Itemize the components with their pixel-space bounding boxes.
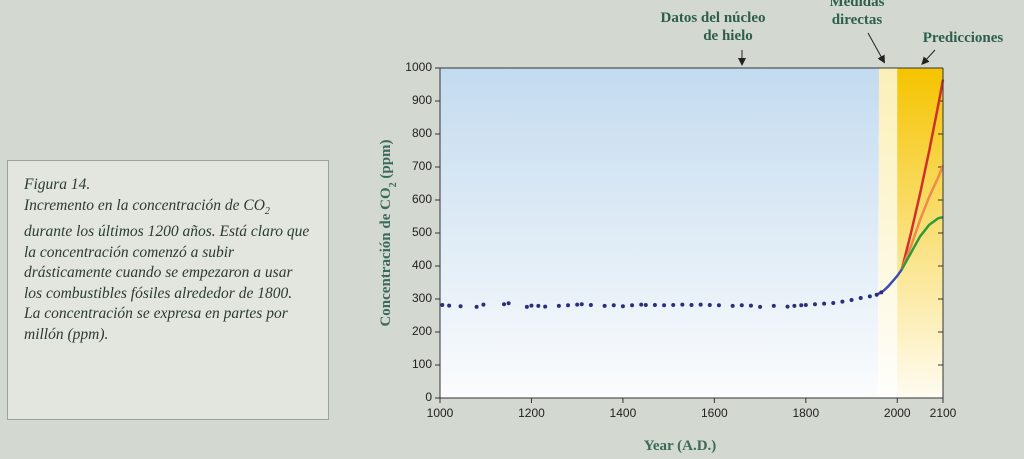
point xyxy=(730,303,735,308)
y-label-sub: 2 xyxy=(388,182,399,187)
y-label-suffix: (ppm) xyxy=(378,139,394,182)
x-tick-label: 2100 xyxy=(930,406,957,420)
point xyxy=(447,303,452,308)
caption-text: durante los últimos 1200 años. Está clar… xyxy=(24,223,310,343)
y-tick-label: 600 xyxy=(412,192,432,206)
point xyxy=(771,303,776,308)
annotation: directas xyxy=(832,12,883,28)
caption-text: Incremento en la concentración de CO xyxy=(24,196,265,214)
y-tick-label: 1000 xyxy=(405,60,432,74)
x-tick-label: 1000 xyxy=(427,406,454,420)
y-label-text: Concentración de CO xyxy=(378,187,394,326)
point xyxy=(785,304,790,309)
point xyxy=(440,302,445,307)
x-tick-label: 1200 xyxy=(518,406,545,420)
point xyxy=(840,299,845,304)
point xyxy=(588,302,593,307)
x-tick-label: 1400 xyxy=(610,406,637,420)
point xyxy=(879,290,884,295)
point xyxy=(758,304,763,309)
point xyxy=(858,296,863,301)
annotation: de hielo xyxy=(703,28,753,44)
point xyxy=(671,302,676,307)
point xyxy=(602,303,607,308)
y-tick-label: 0 xyxy=(425,390,432,404)
point xyxy=(652,302,657,307)
point xyxy=(639,302,644,307)
x-axis-label: Year (A.D.) xyxy=(644,438,717,454)
point xyxy=(575,302,580,307)
point xyxy=(611,303,616,308)
point xyxy=(831,300,836,305)
point xyxy=(536,303,541,308)
annotation: Predicciones xyxy=(923,30,1004,46)
line xyxy=(900,215,944,270)
caption: Figura 14. Incremento en la concentració… xyxy=(7,160,329,420)
point xyxy=(739,303,744,308)
point xyxy=(680,302,685,307)
y-tick-label: 300 xyxy=(412,291,432,305)
y-tick-label: 400 xyxy=(412,258,432,272)
point xyxy=(630,303,635,308)
point xyxy=(506,301,511,306)
y-tick-label: 100 xyxy=(412,357,432,371)
point xyxy=(543,304,548,309)
point xyxy=(799,303,804,308)
point xyxy=(458,304,463,309)
point xyxy=(748,303,753,308)
figure-label: Figura 14. xyxy=(24,176,91,193)
y-tick-label: 500 xyxy=(412,225,432,239)
point xyxy=(707,302,712,307)
x-tick-label: 1600 xyxy=(701,406,728,420)
annotation: Datos del núcleo xyxy=(661,10,766,26)
arrow xyxy=(867,32,885,64)
plot-background xyxy=(440,68,943,398)
point xyxy=(566,303,571,308)
point xyxy=(620,304,625,309)
point xyxy=(502,302,507,307)
annotation: Medidas xyxy=(829,0,884,10)
x-tick-label: 2000 xyxy=(884,406,911,420)
line xyxy=(900,164,945,270)
point xyxy=(698,302,703,307)
point xyxy=(474,304,479,309)
y-tick-label: 700 xyxy=(412,159,432,173)
point xyxy=(556,303,561,308)
point xyxy=(822,301,827,306)
arrow xyxy=(921,49,936,65)
y-tick-label: 800 xyxy=(412,126,432,140)
point xyxy=(643,302,648,307)
point xyxy=(529,303,534,308)
point xyxy=(792,303,797,308)
y-tick-label: 900 xyxy=(412,93,432,107)
point xyxy=(481,302,486,307)
point xyxy=(867,294,872,299)
point xyxy=(579,302,584,307)
point xyxy=(803,302,808,307)
y-tick-label: 200 xyxy=(412,324,432,338)
point xyxy=(524,304,529,309)
subscript: 2 xyxy=(264,205,270,217)
x-tick-label: 1800 xyxy=(792,406,819,420)
point xyxy=(874,292,879,297)
y-axis-label: Concentración de CO2 (ppm) xyxy=(378,139,399,326)
line xyxy=(900,79,945,270)
point xyxy=(849,297,854,302)
point xyxy=(716,303,721,308)
point xyxy=(812,302,817,307)
point xyxy=(662,303,667,308)
point xyxy=(689,302,694,307)
